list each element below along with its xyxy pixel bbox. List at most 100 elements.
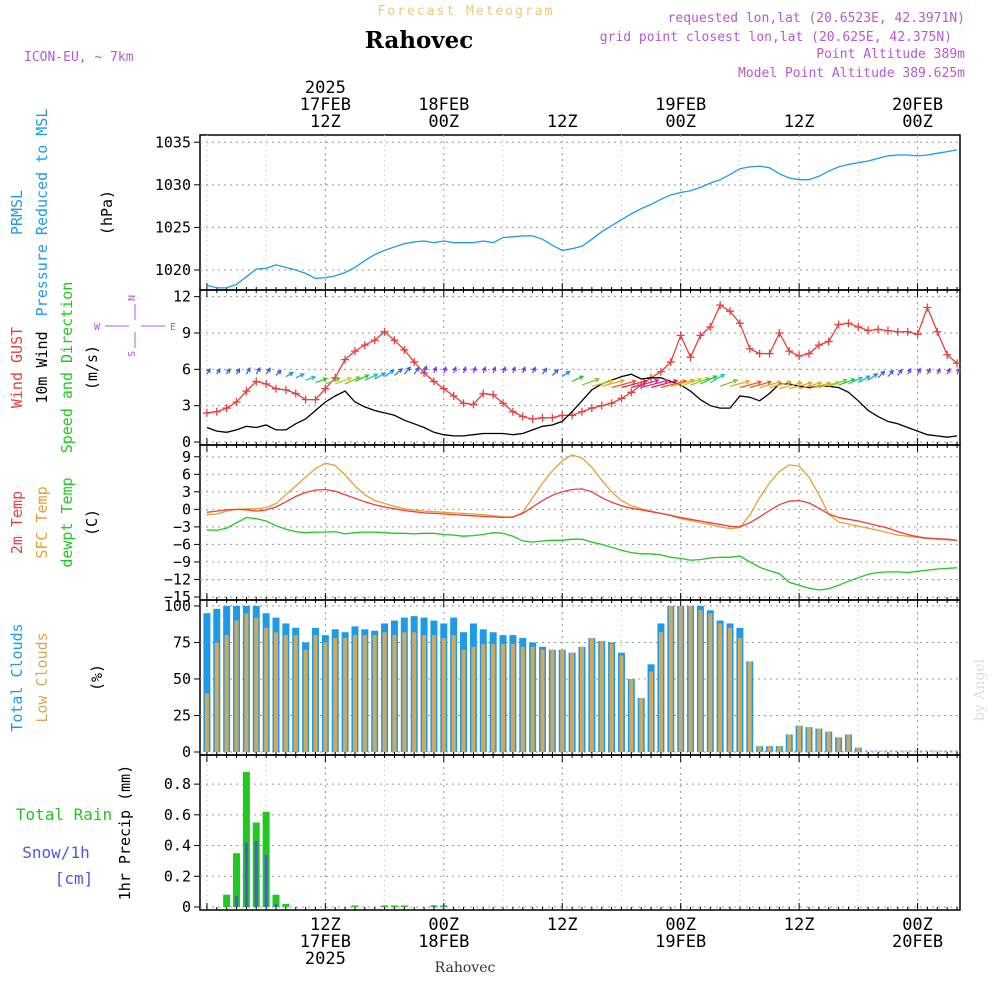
precip-legend: Total Rain [16, 805, 112, 824]
gust-marker [380, 327, 389, 336]
wind-arrow [769, 380, 792, 389]
snow-bar [264, 854, 268, 907]
low-cloud-bar [244, 613, 249, 752]
panel-frame [199, 754, 961, 911]
y-axis-label: SFC Temp [33, 486, 51, 558]
panel-frame [199, 134, 961, 291]
wind-arrow [384, 369, 395, 378]
gust-marker [469, 400, 478, 409]
gust-marker [686, 353, 695, 362]
y-tick-label: 75 [173, 633, 191, 651]
gust-marker [666, 358, 675, 367]
low-cloud-bar [402, 632, 407, 752]
wind-arrow [848, 376, 864, 385]
wind-arrow [481, 366, 487, 374]
y-axis-label: Low Clouds [33, 632, 51, 722]
low-cloud-bar [274, 632, 278, 752]
gust-marker [656, 367, 665, 376]
low-cloud-bar [422, 635, 427, 752]
header: Forecast Meteogram Rahovec ICON-EU, ~ 7k… [24, 4, 988, 976]
wind-arrow [225, 367, 231, 375]
wind-arrow [413, 366, 420, 375]
low-cloud-bar [461, 649, 466, 752]
y-axis-label: (%) [88, 664, 106, 691]
panel-clouds: 0 25 50 75 100 Total Clouds Low Clouds (%) [8, 597, 961, 761]
gust-marker [222, 404, 231, 413]
gust-marker [499, 399, 508, 408]
low-cloud-bar [510, 643, 515, 752]
wind-arrow [472, 366, 477, 374]
low-cloud-bar [649, 671, 654, 752]
wind-arrow [542, 367, 548, 375]
wind-arrow [591, 379, 614, 387]
wind-arrow [700, 375, 718, 385]
gust-marker [844, 319, 853, 328]
gust-marker [696, 331, 705, 340]
wind-arrow [285, 371, 294, 378]
low-cloud-bar [589, 638, 594, 752]
snow-bar [244, 842, 248, 907]
y-tick-label: −9 [173, 553, 191, 571]
compass-n: N [127, 295, 138, 301]
wind-arrow [641, 378, 670, 389]
top-time-label: 2025 [305, 78, 346, 98]
wind-arrow [245, 367, 251, 375]
low-cloud-bar [708, 613, 713, 752]
gust-marker [795, 351, 804, 360]
rain-bar [242, 771, 250, 907]
low-cloud-bar [392, 635, 397, 752]
wind-arrow [906, 367, 912, 375]
gust-marker [370, 336, 379, 345]
top-time-label: 20FEB [892, 95, 943, 115]
gust-marker [587, 404, 596, 413]
wind-arrow [511, 366, 517, 374]
panel-pressure: 1020 1025 1030 1035 PRMSL Pressure Reduced to… [8, 109, 961, 317]
compass-e: E [170, 322, 176, 333]
low-cloud-bar [323, 642, 328, 752]
y-axis-label: 1hr Precip (mm) [116, 765, 134, 900]
low-cloud-bar [471, 646, 476, 752]
gust-marker [360, 341, 369, 350]
low-cloud-bar [491, 643, 496, 752]
wind-arrow [325, 377, 341, 385]
snow-bar [274, 903, 278, 907]
low-cloud-bar [658, 632, 663, 752]
watermark: by Angel [972, 658, 988, 721]
low-cloud-bar [806, 727, 811, 752]
low-cloud-bar [767, 746, 772, 752]
low-cloud-bar [619, 655, 624, 752]
low-cloud-bar [826, 731, 831, 752]
wind-arrow [611, 379, 637, 389]
low-cloud-bar [747, 661, 752, 752]
gust-marker [627, 388, 636, 397]
low-cloud-bar [362, 635, 367, 752]
low-cloud-bar [451, 635, 456, 752]
gust-marker [893, 327, 902, 336]
wind-arrow [828, 378, 848, 387]
gust-marker [913, 330, 922, 339]
y-tick-label: 12 [173, 288, 191, 306]
bottom-time-label: 20FEB [892, 932, 943, 952]
gust-marker [242, 387, 251, 396]
y-axis-label: dewpt Temp [58, 477, 76, 567]
y-tick-label: 1020 [155, 261, 191, 279]
gust-marker [597, 401, 606, 410]
rain-bar [390, 905, 398, 907]
bottom-time-label: 2025 [305, 949, 346, 969]
y-tick-label: 6 [182, 465, 191, 483]
wind-arrow [265, 367, 271, 375]
wind-arrow [423, 365, 428, 374]
wind-arrow [374, 372, 387, 380]
wind-arrow [305, 375, 317, 381]
gust-marker [676, 331, 685, 340]
y-axis-label: (hPa) [98, 190, 116, 235]
wind-arrow [561, 370, 571, 378]
wind-arrow [275, 369, 282, 376]
wind-arrow [858, 375, 871, 384]
wind-arrow [897, 368, 903, 376]
gust-marker [755, 349, 764, 358]
y-axis-label: Pressure Reduced to MSL [33, 109, 51, 317]
low-cloud-bar [283, 635, 288, 752]
low-cloud-bar [382, 632, 387, 752]
